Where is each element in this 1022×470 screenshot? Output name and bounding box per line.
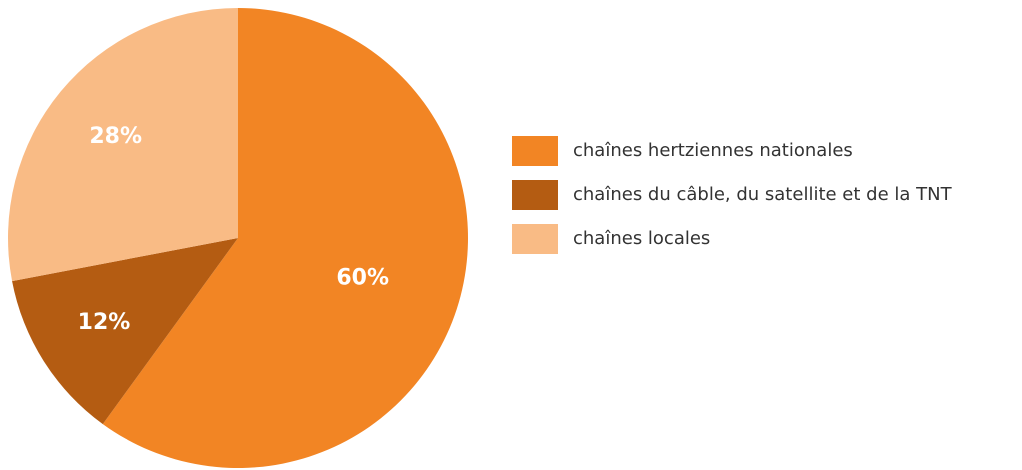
legend-swatch	[512, 224, 558, 254]
legend-label: chaînes du câble, du satellite et de la …	[573, 184, 953, 205]
value-label: 60%	[336, 266, 389, 291]
legend-label: chaînes locales	[573, 228, 710, 249]
legend-label: chaînes hertziennes nationales	[573, 140, 853, 161]
pie-slice	[12, 238, 239, 425]
value-label: 28%	[89, 124, 142, 149]
value-label: 12%	[78, 310, 131, 335]
pie-slice	[102, 8, 469, 468]
pie-slice	[7, 8, 238, 282]
legend-swatch	[512, 136, 558, 166]
legend-swatch	[512, 180, 558, 210]
